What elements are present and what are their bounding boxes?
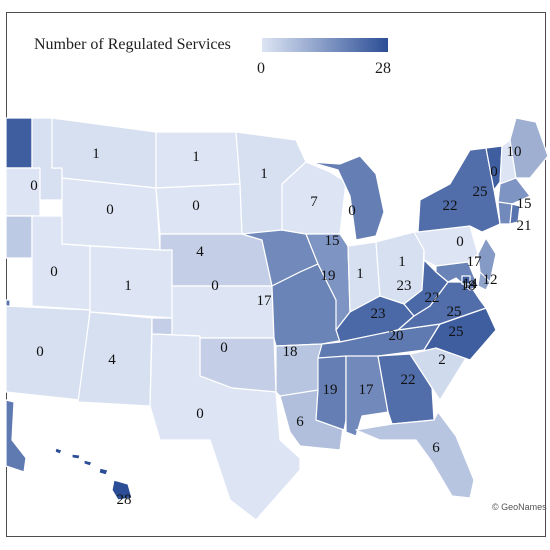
value-label-al: 17 — [359, 382, 375, 398]
state-tx — [149, 333, 301, 521]
value-label-nm: 1 — [124, 278, 132, 294]
value-label-ky: 23 — [371, 306, 386, 322]
legend-max-label: 28 — [375, 60, 391, 77]
legend-min-label: 0 — [257, 60, 265, 77]
value-label-ms: 19 — [323, 382, 338, 398]
value-label-or: 0 — [30, 178, 38, 194]
value-label-ne: 4 — [108, 352, 116, 368]
value-label-va: 22 — [425, 290, 440, 306]
value-label-wy: 0 — [192, 198, 200, 214]
state-ak — [5, 399, 27, 473]
value-label-id: 1 — [92, 146, 100, 162]
value-label-wi: 0 — [348, 203, 356, 219]
state-de — [477, 271, 491, 291]
state-fl — [355, 411, 475, 499]
state-az — [5, 305, 91, 401]
legend-title: Number of Regulated Services — [34, 36, 231, 53]
state-wi — [281, 161, 347, 235]
value-label-hi: 28 — [117, 492, 132, 508]
state-nj — [477, 237, 497, 283]
value-label-la: 7 — [310, 194, 318, 210]
value-label-nc: 25 — [449, 324, 464, 340]
value-label-me: 10 — [507, 144, 522, 160]
value-label-ny: 22 — [443, 198, 458, 214]
value-label-ga: 22 — [401, 372, 416, 388]
state-ri — [509, 203, 521, 225]
value-label-wv: 23 — [397, 278, 412, 294]
value-label-sc: 2 — [438, 352, 446, 368]
value-label-md: 18 — [461, 278, 476, 294]
value-label-il: 15 — [325, 233, 340, 249]
state-hi — [54, 447, 133, 501]
state-nv — [5, 215, 33, 259]
value-label-co: 0 — [106, 202, 114, 218]
value-label-ks: 0 — [196, 406, 204, 422]
value-label-ct: 17 — [467, 254, 483, 270]
value-label-ok: 4 — [196, 244, 204, 260]
value-label-mn: 1 — [260, 166, 268, 182]
state-ny — [417, 147, 501, 233]
value-label-ia: 17 — [257, 293, 273, 309]
value-label-nh: 0 — [490, 164, 498, 180]
legend-color-bar — [262, 38, 388, 52]
value-label-vt: 25 — [473, 184, 488, 200]
state-mt — [51, 117, 157, 189]
value-label-tx: 0 — [220, 340, 228, 356]
value-label-tn: 20 — [389, 328, 404, 344]
value-label-nj: 14 — [463, 276, 479, 292]
value-label-mt: 1 — [192, 149, 200, 165]
value-label-ma: 15 — [517, 196, 532, 212]
value-label-ut: 0 — [50, 264, 58, 280]
state-ma — [497, 177, 531, 205]
state-wa — [5, 117, 33, 169]
value-label-ar: 6 — [296, 414, 304, 430]
value-label-mo: 18 — [283, 344, 298, 360]
value-label-oh: 1 — [398, 254, 406, 270]
state-dc — [461, 275, 471, 285]
value-label-de: 12 — [483, 272, 498, 288]
value-label-ri: 21 — [517, 218, 532, 234]
value-label-fl: 6 — [432, 440, 440, 456]
value-label-dc: 25 — [447, 304, 462, 320]
value-label-nd: 0 — [211, 278, 219, 294]
value-label-sd: 0 — [36, 344, 44, 360]
value-label-in: 1 — [356, 266, 364, 282]
state-mi — [309, 155, 385, 241]
value-label-mi: 19 — [321, 268, 336, 284]
value-label-pa: 0 — [456, 234, 464, 250]
map-credit: © GeoNames — [492, 502, 547, 512]
